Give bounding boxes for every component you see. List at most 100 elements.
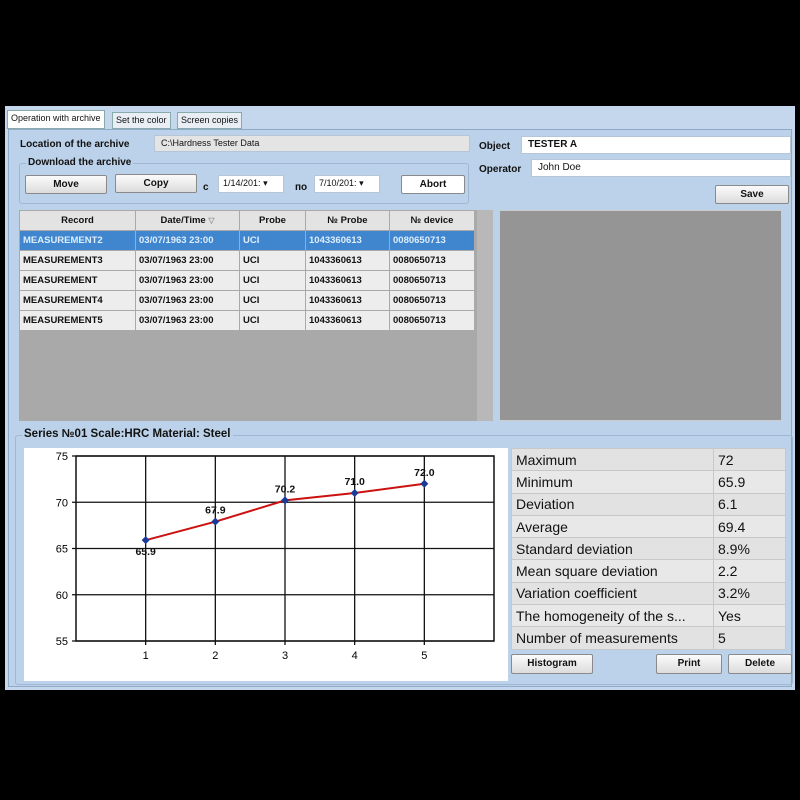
column-datetime[interactable]: Date/Time ▽ xyxy=(135,210,240,231)
app-window: Operation with archive Set the color Scr… xyxy=(5,106,795,690)
column-record[interactable]: Record xyxy=(19,210,136,231)
table-row[interactable]: MEASUREMENT2 03/07/1963 23:00 UCI 104336061… xyxy=(19,230,475,251)
data-point xyxy=(211,517,220,526)
records-table: Record Date/Time ▽ Probe № Probe № devic… xyxy=(19,210,475,331)
data-point xyxy=(420,479,429,488)
data-point xyxy=(141,536,150,545)
tab-screen-copies[interactable]: Screen copies xyxy=(177,112,243,129)
table-cell: UCI xyxy=(239,290,306,311)
data-label: 65.9 xyxy=(135,546,156,558)
operator-field[interactable]: John Doe xyxy=(531,159,791,177)
stat-row: Number of measurements 5 xyxy=(511,626,786,650)
table-cell: UCI xyxy=(239,250,306,271)
column-device-number[interactable]: № device xyxy=(389,210,475,231)
table-cell: 1043360613 xyxy=(305,230,390,251)
y-tick-label: 55 xyxy=(56,636,68,648)
from-label: c xyxy=(203,182,209,193)
to-date-value: 7/10/201: xyxy=(319,178,357,188)
table-row[interactable]: MEASUREMENT4 03/07/1963 23:00 UCI 104336061… xyxy=(19,290,475,311)
operator-label: Operator xyxy=(479,164,522,175)
table-cell: UCI xyxy=(239,230,306,251)
stats-table: Maximum 72 Minimum 65.9 Deviation 6.1 Average 6… xyxy=(511,447,786,650)
stat-value: 5 xyxy=(713,626,786,650)
stat-row: The homogeneity of the s... Yes xyxy=(511,604,786,628)
archive-panel: Location of the archive C:\Hardness Test… xyxy=(8,129,793,687)
stat-value: 65.9 xyxy=(713,470,786,494)
tab-operation-with-archive[interactable]: Operation with archive xyxy=(7,110,105,129)
sort-icon: ▽ xyxy=(208,216,215,225)
column-datetime-label: Date/Time xyxy=(160,215,206,226)
copy-button[interactable]: Copy xyxy=(115,174,197,193)
object-label: Object xyxy=(479,141,511,152)
x-tick-label: 2 xyxy=(212,650,218,662)
table-cell: 03/07/1963 23:00 xyxy=(135,270,240,291)
column-probe-number[interactable]: № Probe xyxy=(305,210,390,231)
move-button[interactable]: Move xyxy=(25,175,107,194)
stat-label: Maximum xyxy=(511,447,714,472)
table-cell: MEASUREMENT2 xyxy=(19,230,136,251)
stat-value: 3.2% xyxy=(713,581,786,606)
data-label: 70.2 xyxy=(275,483,296,495)
table-cell: 03/07/1963 23:00 xyxy=(135,290,240,311)
y-tick-label: 65 xyxy=(56,544,68,556)
stat-value: Yes xyxy=(713,604,786,628)
chevron-down-icon: ▾ xyxy=(263,178,268,188)
table-cell: MEASUREMENT5 xyxy=(19,310,136,331)
stat-value: 69.4 xyxy=(713,514,786,539)
table-row[interactable]: MEASUREMENT 03/07/1963 23:00 UCI 1043360613… xyxy=(19,270,475,291)
tab-set-the-color[interactable]: Set the color xyxy=(112,112,171,129)
print-button[interactable]: Print xyxy=(656,654,722,674)
to-label: по xyxy=(295,182,308,193)
x-tick-label: 5 xyxy=(421,650,427,662)
download-group: Download the archive Move Copy c 1/14/20… xyxy=(19,157,469,204)
records-grid: Record Date/Time ▽ Probe № Probe № devic… xyxy=(19,210,493,421)
column-probe[interactable]: Probe xyxy=(239,210,306,231)
table-cell: 0080650713 xyxy=(389,250,475,271)
location-field[interactable]: C:\Hardness Tester Data xyxy=(154,135,470,152)
stat-label: Minimum xyxy=(511,470,714,494)
y-tick-label: 60 xyxy=(56,590,68,602)
stat-label: Standard deviation xyxy=(511,537,714,561)
download-label: Download the archive xyxy=(26,157,134,168)
from-date-picker[interactable]: 1/14/201: ▾ xyxy=(218,175,284,193)
data-point xyxy=(350,489,359,497)
series-title: Series №01 Scale:HRC Material: Steel xyxy=(22,428,233,440)
table-cell: 03/07/1963 23:00 xyxy=(135,230,240,251)
delete-button[interactable]: Delete xyxy=(728,654,792,674)
scrollbar[interactable] xyxy=(477,210,493,421)
y-tick-label: 70 xyxy=(56,497,68,509)
preview-area xyxy=(499,210,782,421)
table-row[interactable]: MEASUREMENT3 03/07/1963 23:00 UCI 104336061… xyxy=(19,250,475,271)
save-button[interactable]: Save xyxy=(715,185,789,204)
histogram-button[interactable]: Histogram xyxy=(511,654,593,674)
stat-value: 8.9% xyxy=(713,537,786,561)
object-field[interactable]: TESTER A xyxy=(521,136,791,154)
stat-label: Variation coefficient xyxy=(511,581,714,606)
table-cell: 1043360613 xyxy=(305,250,390,271)
table-cell: 0080650713 xyxy=(389,230,475,251)
from-date-value: 1/14/201: xyxy=(223,178,261,188)
table-cell: MEASUREMENT4 xyxy=(19,290,136,311)
table-cell: MEASUREMENT3 xyxy=(19,250,136,271)
stat-row: Minimum 65.9 xyxy=(511,470,786,494)
stat-row: Standard deviation 8.9% xyxy=(511,537,786,561)
table-cell: UCI xyxy=(239,270,306,291)
chevron-down-icon: ▾ xyxy=(359,178,364,188)
abort-button[interactable]: Abort xyxy=(401,175,465,194)
hardness-line-chart: 55 60 65 70 75 1 2 3 4 5 65.9 67.9 70.2 71.0 72.0 xyxy=(56,451,495,662)
table-cell: 03/07/1963 23:00 xyxy=(135,250,240,271)
data-label: 72.0 xyxy=(414,467,435,479)
stat-label: Average xyxy=(511,514,714,539)
stat-label: Mean square deviation xyxy=(511,559,714,583)
to-date-picker[interactable]: 7/10/201: ▾ xyxy=(314,175,380,193)
stat-label: The homogeneity of the s... xyxy=(511,604,714,628)
series-group: Series №01 Scale:HRC Material: Steel 55 6… xyxy=(15,428,793,685)
stat-row: Average 69.4 xyxy=(511,514,786,539)
location-label: Location of the archive xyxy=(20,139,130,150)
table-row[interactable]: MEASUREMENT5 03/07/1963 23:00 UCI 104336061… xyxy=(19,310,475,331)
stat-row: Mean square deviation 2.2 xyxy=(511,559,786,583)
table-cell: 0080650713 xyxy=(389,270,475,291)
table-cell: 03/07/1963 23:00 xyxy=(135,310,240,331)
chart-area: 55 60 65 70 75 1 2 3 4 5 65.9 67.9 70.2 71.0 72.0 xyxy=(24,448,508,681)
stat-row: Maximum 72 xyxy=(511,447,786,472)
